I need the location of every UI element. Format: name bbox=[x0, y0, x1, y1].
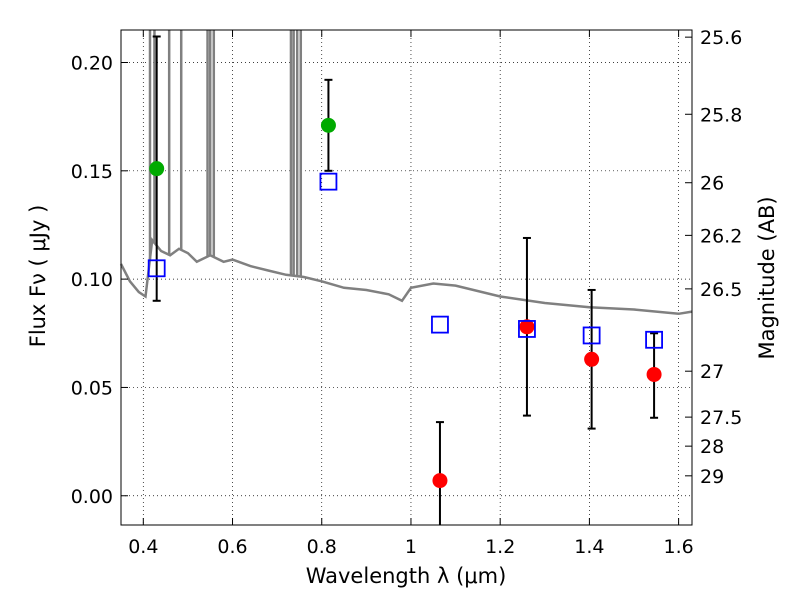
x-tick-label: 0.6 bbox=[217, 536, 247, 558]
model-point bbox=[518, 320, 536, 338]
x-tick-label: 1.6 bbox=[664, 536, 694, 558]
right-tick-label: 25.6 bbox=[700, 27, 742, 49]
detection-point bbox=[519, 319, 535, 335]
x-tick-label: 0.8 bbox=[307, 536, 337, 558]
right-tick-label: 28 bbox=[700, 436, 724, 458]
right-tick-label: 26 bbox=[700, 173, 724, 195]
x-tick-label: 1.2 bbox=[485, 536, 515, 558]
y-tick-label: 0.10 bbox=[71, 269, 113, 291]
detection-point bbox=[646, 366, 662, 382]
grid bbox=[121, 30, 692, 525]
detection-point bbox=[149, 161, 165, 177]
right-tick-label: 27.5 bbox=[700, 407, 742, 429]
model-point bbox=[431, 315, 449, 334]
model-point bbox=[319, 172, 338, 191]
right-tick-label: 26.2 bbox=[700, 225, 742, 247]
model-point bbox=[147, 259, 166, 278]
error-bars bbox=[152, 35, 659, 525]
detection-point bbox=[320, 117, 336, 133]
y-tick-label: 0.05 bbox=[71, 377, 113, 399]
right-tick-label: 29 bbox=[700, 466, 724, 488]
right-tick-label: 27 bbox=[700, 361, 724, 383]
right-axis-label: Magnitude (AB) bbox=[755, 196, 779, 359]
model-spectrum bbox=[119, 30, 693, 316]
model-point bbox=[582, 326, 601, 345]
right-tick-label: 26.5 bbox=[700, 279, 742, 301]
detections bbox=[149, 117, 662, 489]
model-point bbox=[645, 330, 663, 349]
spectrum-line bbox=[119, 237, 693, 316]
plot-frame bbox=[120, 29, 693, 526]
x-axis-label: Wavelength λ (μm) bbox=[306, 564, 507, 588]
tick-labels: 0.4 0.6 0.8 1 1.2 1.4 1.6 0.00 0.05 0.10 0.15 0.20 2… bbox=[71, 27, 743, 558]
x-tick-label: 1 bbox=[405, 536, 417, 558]
ticks bbox=[121, 30, 692, 525]
model-points bbox=[147, 172, 663, 349]
x-tick-label: 1.4 bbox=[574, 536, 604, 558]
y-tick-label: 0.15 bbox=[71, 161, 113, 183]
right-tick-label: 25.8 bbox=[700, 104, 742, 126]
y-tick-label: 0.20 bbox=[71, 52, 113, 74]
y-axis-label: Flux Fν ( μJy ) bbox=[26, 205, 50, 348]
x-tick-label: 0.4 bbox=[128, 536, 158, 558]
detection-point bbox=[432, 473, 448, 489]
y-tick-label: 0.00 bbox=[71, 486, 113, 508]
detection-point bbox=[584, 351, 600, 367]
